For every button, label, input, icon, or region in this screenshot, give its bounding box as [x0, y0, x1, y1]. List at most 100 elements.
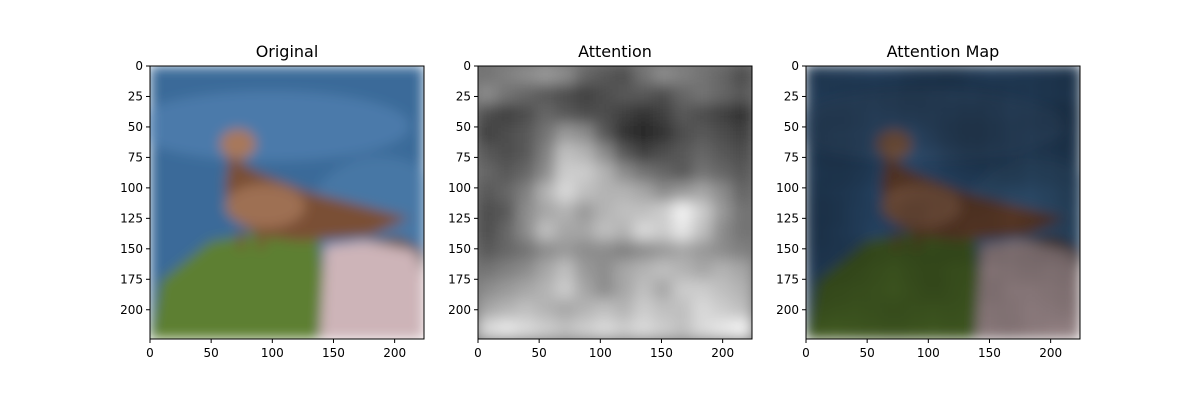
- overlay-cell: [902, 84, 925, 106]
- y-tick-label: 125: [776, 211, 799, 225]
- overlay-cell: [806, 201, 827, 223]
- heatmap-cell: [516, 221, 538, 243]
- overlay-cell: [824, 279, 847, 301]
- heatmap-cell: [653, 143, 675, 165]
- heatmap-cell: [516, 279, 538, 301]
- heatmap-cell: [496, 143, 519, 165]
- heatmap-cell: [496, 104, 519, 126]
- heatmap-cell: [633, 104, 656, 126]
- heatmap-cell: [496, 221, 519, 243]
- overlay-cell: [902, 299, 925, 321]
- y-tick-label: 175: [448, 272, 471, 286]
- heatmap-cell: [535, 260, 558, 282]
- overlay-cell: [942, 104, 964, 126]
- heatmap-cell: [535, 182, 558, 204]
- heatmap-cell: [478, 318, 499, 339]
- heatmap-cell: [633, 182, 656, 204]
- overlay-cell: [883, 123, 905, 145]
- y-tick-label: 100: [120, 181, 143, 195]
- heatmap-cell: [555, 260, 577, 282]
- overlay-cell: [1059, 279, 1080, 301]
- heatmap-cell: [653, 299, 675, 321]
- heatmap-cell: [594, 279, 616, 301]
- y-tick-label: 0: [135, 59, 143, 73]
- overlay-cell: [1039, 162, 1062, 184]
- x-tick-label: 200: [1039, 346, 1062, 360]
- heatmap-cell: [594, 221, 616, 243]
- overlay-cell: [1020, 201, 1042, 223]
- heatmap-cell: [731, 299, 752, 321]
- overlay-cell: [806, 182, 827, 204]
- overlay-cell: [824, 201, 847, 223]
- heatmap-cell: [672, 279, 695, 301]
- overlay-cell: [1020, 104, 1042, 126]
- overlay-cell: [942, 162, 964, 184]
- y-tick-label: 75: [128, 150, 143, 164]
- heatmap-cell: [574, 66, 597, 87]
- overlay-cell: [1039, 260, 1062, 282]
- photo-rock-shadow: [365, 236, 424, 276]
- y-tick-label: 0: [791, 59, 799, 73]
- overlay-cell: [942, 260, 964, 282]
- overlay-cell: [1059, 221, 1080, 243]
- overlay-cell: [981, 260, 1003, 282]
- heatmap-cell: [516, 260, 538, 282]
- y-tick-label: 150: [776, 242, 799, 256]
- overlay-cell: [883, 104, 905, 126]
- overlay-cell: [981, 221, 1003, 243]
- overlay-cell: [1039, 66, 1062, 87]
- heatmap-cell: [535, 240, 558, 262]
- heatmap-cell: [594, 123, 616, 145]
- overlay-cell: [806, 299, 827, 321]
- overlay-cell: [1059, 162, 1080, 184]
- heatmap-cell: [496, 66, 519, 87]
- overlay-cell: [902, 279, 925, 301]
- photo-rock: [320, 241, 424, 339]
- heatmap-cell: [535, 299, 558, 321]
- overlay-cell: [981, 84, 1003, 106]
- heatmap-cell: [614, 279, 636, 301]
- heatmap-cell: [535, 201, 558, 223]
- heatmap-cell: [692, 318, 714, 339]
- heatmap-cell: [478, 84, 499, 106]
- overlay-cell: [1039, 201, 1062, 223]
- heatmap-cell: [653, 104, 675, 126]
- heatmap-cell: [692, 84, 714, 106]
- overlay-cell: [1059, 260, 1080, 282]
- overlay-cell: [863, 182, 886, 204]
- y-tick-label: 150: [448, 242, 471, 256]
- photo-bird-head: [220, 129, 256, 159]
- heatmap-cell: [574, 84, 597, 106]
- overlay-cell: [824, 143, 847, 165]
- overlay-cell: [942, 182, 964, 204]
- overlay-cell: [1000, 221, 1023, 243]
- overlay-cell: [806, 104, 827, 126]
- overlay-cell: [902, 182, 925, 204]
- y-tick-label: 50: [784, 120, 799, 134]
- heatmap-cell: [672, 240, 695, 262]
- heatmap-cell: [711, 143, 734, 165]
- overlay-cell: [902, 201, 925, 223]
- heatmap-cell: [672, 66, 695, 87]
- overlay-cell: [883, 84, 905, 106]
- panel-title: Original: [256, 42, 319, 61]
- overlay-cell: [883, 240, 905, 262]
- overlay-cell: [942, 279, 964, 301]
- photo-bird-leg: [238, 231, 244, 249]
- heatmap-cell: [594, 201, 616, 223]
- panel-title: Attention: [578, 42, 652, 61]
- overlay-cell: [883, 182, 905, 204]
- overlay-cell: [922, 143, 944, 165]
- heatmap-cell: [555, 143, 577, 165]
- overlay-cell: [922, 84, 944, 106]
- overlay-cell: [1059, 182, 1080, 204]
- heatmap-cell: [711, 299, 734, 321]
- overlay-cell: [1020, 66, 1042, 87]
- overlay-cell: [806, 143, 827, 165]
- heatmap-cell: [594, 66, 616, 87]
- heatmap-cell: [633, 260, 656, 282]
- heatmap-cell: [496, 318, 519, 339]
- heatmap-cell: [535, 143, 558, 165]
- overlay-cell: [844, 84, 866, 106]
- overlay-cell: [1020, 299, 1042, 321]
